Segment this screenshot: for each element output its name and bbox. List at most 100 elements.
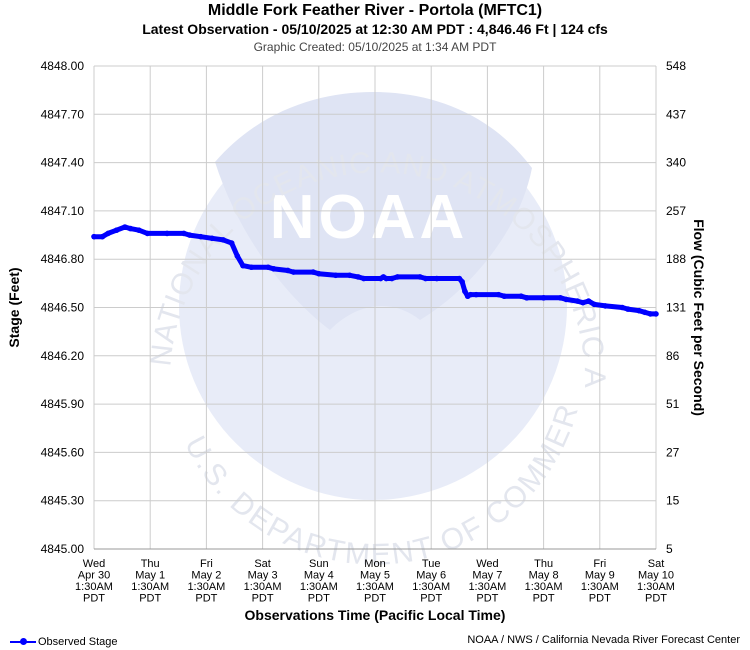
stage-data-point [127, 225, 134, 232]
stage-data-point [346, 272, 353, 279]
y2-tick-label: 27 [666, 445, 680, 459]
y2-tick-label: 5 [666, 542, 673, 556]
stage-data-point [422, 275, 429, 282]
y2-tick-label: 51 [666, 397, 680, 411]
stage-data-point [164, 230, 170, 237]
stage-data-point [619, 304, 626, 311]
x-axis-label: Observations Time (Pacific Local Time) [245, 607, 506, 623]
y-tick-label: 4848.00 [41, 59, 85, 73]
legend-line-marker-icon [10, 636, 36, 648]
stage-series [91, 224, 659, 317]
stage-data-point [234, 253, 241, 259]
y-tick-label: 4847.40 [41, 156, 85, 170]
stage-data-point [248, 264, 255, 271]
legend: Observed Stage [10, 636, 118, 648]
y-tick-label: 4845.00 [41, 542, 85, 556]
y2-tick-label: 437 [666, 107, 686, 121]
stage-data-point [563, 296, 569, 303]
stage-data-point [209, 235, 215, 242]
stage-data-point [495, 291, 502, 298]
stage-data-point [144, 230, 151, 237]
stage-data-point [316, 270, 322, 277]
stage-data-point [641, 309, 648, 316]
stage-data-point [122, 224, 128, 230]
y2-tick-label: 131 [666, 301, 686, 315]
y-axis-ticks: 4845.00 4845.30 4845.60 4845.90 4846.20 4846.… [41, 59, 85, 556]
stage-data-point [240, 262, 246, 269]
stage-data-point [136, 227, 142, 234]
graphic-created-note: Graphic Created: 05/10/2025 at 1:34 AM P… [253, 40, 497, 54]
y2-tick-label: 340 [666, 156, 686, 170]
stage-data-point [99, 233, 106, 240]
stage-data-point [580, 299, 586, 306]
stage-data-point [197, 233, 204, 240]
stage-data-point [417, 274, 423, 280]
y2-tick-label: 15 [666, 494, 680, 508]
y-tick-label: 4846.80 [41, 252, 85, 266]
stage-data-point [220, 237, 227, 243]
y-tick-label: 4845.30 [41, 494, 85, 508]
credit-text: NOAA / NWS / California Nevada River For… [467, 634, 740, 646]
x-tick-label: Fri May 2 1:30AM PDT [187, 558, 225, 605]
y-tick-label: 4846.20 [41, 349, 85, 363]
x-tick-label: Wed May 7 1:30AM PDT [468, 558, 506, 605]
stage-data-point [360, 275, 367, 282]
stage-data-point [473, 291, 479, 298]
stage-data-point [181, 230, 187, 237]
stage-data-point [557, 295, 564, 301]
stage-data-point [434, 275, 440, 282]
stage-data-point [394, 274, 401, 280]
legend-label: Observed Stage [38, 636, 118, 648]
stage-data-point [574, 298, 581, 304]
y2-tick-label: 86 [666, 349, 680, 363]
y-tick-label: 4847.70 [41, 107, 85, 121]
y2-tick-label: 548 [666, 59, 686, 73]
stage-data-point [467, 291, 474, 298]
stage-data-point [591, 301, 597, 308]
y-tick-label: 4846.50 [41, 301, 85, 315]
stage-data-point [459, 278, 465, 285]
stage-data-point [285, 267, 291, 274]
stage-data-point [647, 311, 654, 317]
x-axis-ticks: Wed Apr 30 1:30AM PDT Thu May 1 1:30AM PDT Fri Ma… [75, 558, 675, 605]
stage-data-point [540, 295, 547, 301]
x-tick-label: Thu May 1 1:30AM PDT [131, 558, 169, 605]
x-tick-label: Mon May 5 1:30AM PDT [356, 558, 394, 605]
stage-data-point [113, 227, 120, 234]
x-tick-label: Sat May 3 1:30AM PDT [244, 558, 282, 605]
stage-data-point [290, 269, 297, 275]
watermark-logo-text: NOAA [270, 183, 469, 252]
stage-data-point [332, 272, 339, 279]
y2-tick-label: 257 [666, 204, 686, 218]
stage-data-point [228, 240, 235, 246]
stage-data-point [625, 306, 631, 312]
stage-data-point [602, 303, 609, 309]
stage-data-point [91, 233, 97, 240]
x-tick-label: Wed Apr 30 1:30AM PDT [75, 558, 113, 605]
chart-subtitle: Latest Observation - 05/10/2025 at 12:30… [142, 21, 608, 37]
y-tick-label: 4847.10 [41, 204, 85, 218]
stage-data-point [265, 264, 272, 271]
x-tick-label: Thu May 8 1:30AM PDT [525, 558, 563, 605]
chart-title: Middle Fork Feather River - Portola (MFT… [207, 2, 543, 19]
stage-data-point [389, 275, 395, 282]
stage-data-point [523, 295, 530, 301]
y-tick-label: 4845.90 [41, 397, 85, 411]
x-tick-label: Sun May 4 1:30AM PDT [300, 558, 338, 605]
y2-axis-ticks: 5 15 27 51 86 131 188 257 340 437 548 [666, 59, 686, 556]
stage-data-point [653, 311, 659, 317]
x-tick-label: Fri May 9 1:30AM PDT [581, 558, 619, 605]
y-tick-label: 4845.60 [41, 445, 85, 459]
stage-data-point [636, 307, 642, 314]
stage-data-point [518, 293, 524, 300]
grid-lines [93, 65, 657, 550]
x-tick-label: Sat May 10 1:30AM PDT [637, 558, 675, 605]
y2-tick-label: 188 [666, 252, 686, 266]
stage-data-point [310, 269, 316, 275]
stage-data-point [383, 275, 390, 282]
stage-data-point [105, 230, 111, 237]
stage-data-point [355, 274, 361, 280]
stage-data-point [462, 288, 468, 295]
